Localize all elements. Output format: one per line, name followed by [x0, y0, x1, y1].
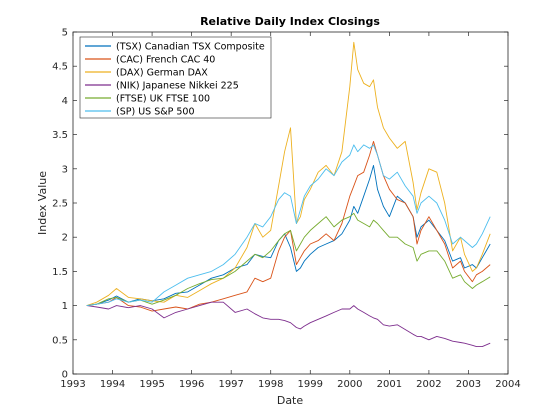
legend-entry-label: (FTSE) UK FTSE 100 — [116, 94, 210, 105]
legend-entry-label: (NIK) Japanese Nikkei 225 — [116, 81, 239, 92]
x-tick-label: 1995 — [139, 379, 164, 390]
x-tick-label: 1994 — [100, 379, 125, 390]
series-line-nik-japanese-nikkei-225 — [86, 301, 491, 348]
y-tick-label: 1.5 — [52, 267, 68, 278]
y-axis: 0 0.5 1 1.5 2 2.5 3 3.5 4 4.5 5 — [52, 28, 508, 381]
y-tick-label: 2 — [62, 233, 68, 244]
x-tick-label: 1998 — [258, 379, 283, 390]
series-line-tsx-canadian-tsx-composite — [86, 164, 491, 307]
legend-box — [79, 36, 272, 119]
series-line-ftse-uk-ftse-100 — [86, 212, 491, 307]
y-tick-label: 5 — [62, 28, 68, 39]
y-tick-label: 3.5 — [52, 130, 68, 141]
y-tick-label: 0 — [62, 370, 68, 381]
series-line-dax-german-dax — [86, 41, 491, 307]
series-lines — [86, 41, 491, 348]
x-axis-label: Date — [277, 394, 304, 407]
y-tick-label: 4 — [62, 96, 68, 107]
x-axis: 1993 1994 1995 1996 1997 1998 1999 2000 2001 2002… — [60, 32, 521, 390]
series-line-cac-french-cac-40 — [86, 140, 491, 312]
legend: (TSX) Canadian TSX Composite (CAC) French… — [79, 36, 272, 119]
y-tick-label: 1 — [62, 301, 68, 312]
x-tick-label: 1997 — [218, 379, 243, 390]
y-tick-label: 3 — [62, 164, 68, 175]
series-line-sp-us-s-p-500 — [86, 144, 491, 307]
x-tick-label: 2001 — [377, 379, 402, 390]
y-tick-label: 2.5 — [52, 199, 68, 210]
legend-entry-label: (TSX) Canadian TSX Composite — [116, 42, 265, 53]
x-tick-label: 2000 — [337, 379, 362, 390]
legend-entry-label: (CAC) French CAC 40 — [116, 55, 215, 66]
legend-entry-label: (DAX) German DAX — [116, 68, 208, 79]
y-axis-label: Index Value — [36, 171, 49, 235]
x-tick-label: 2003 — [456, 379, 481, 390]
y-tick-label: 0.5 — [52, 335, 68, 346]
x-tick-label: 1993 — [60, 379, 85, 390]
legend-entry-label: (SP) US S&P 500 — [116, 107, 195, 118]
chart-title: Relative Daily Index Closings — [200, 15, 380, 28]
y-tick-label: 4.5 — [52, 62, 68, 73]
x-tick-label: 1999 — [298, 379, 323, 390]
x-tick-label: 2002 — [416, 379, 441, 390]
x-tick-label: 2004 — [495, 379, 520, 390]
x-tick-label: 1996 — [179, 379, 204, 390]
